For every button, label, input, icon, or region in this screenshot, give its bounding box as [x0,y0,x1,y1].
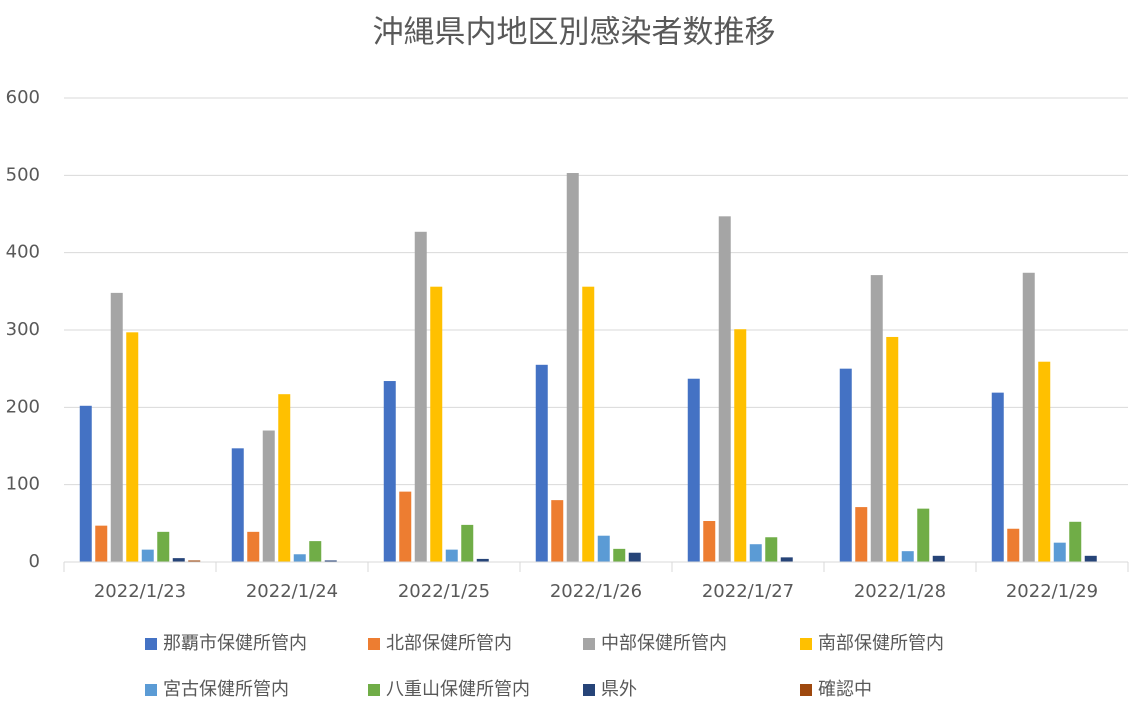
bar [126,332,139,562]
x-tick-label: 2022/1/23 [94,581,186,602]
bar [749,544,762,562]
bar [734,329,747,562]
bar [399,491,412,562]
x-tick-label: 2022/1/27 [702,581,794,602]
legend-label: 確認中 [818,679,872,700]
bar [247,531,260,562]
bar [901,551,914,562]
legend-label: 中部保健所管内 [601,633,727,654]
bar [780,557,793,562]
bar [597,535,610,562]
bar [870,275,883,562]
bar [476,558,489,562]
legend-label: 南部保健所管内 [818,633,944,654]
bar [566,173,579,562]
bar [991,392,1004,562]
bar [445,549,458,562]
bar [687,378,700,562]
bar [718,216,731,562]
bar [1069,521,1082,562]
x-tick-label: 2022/1/28 [854,581,946,602]
bar [535,364,548,562]
bar [932,555,945,562]
bar [1038,361,1051,562]
legend-label: 県外 [601,679,637,700]
legend-label: 宮古保健所管内 [163,679,289,700]
bar [855,507,868,562]
bar [839,368,852,562]
bar [188,560,201,562]
bar [430,286,443,562]
bar [79,405,92,562]
bar [309,541,322,562]
y-tick-label: 600 [6,87,40,108]
y-tick-label: 200 [6,396,40,417]
legend-swatch [145,638,157,650]
x-tick-label: 2022/1/25 [398,581,490,602]
bar [172,558,185,562]
bar [551,500,564,562]
bar [628,552,641,562]
y-tick-label: 500 [6,164,40,185]
bar [1053,542,1066,562]
bar [293,554,306,562]
bar [278,394,291,562]
bar [886,336,899,562]
legend-label: 北部保健所管内 [386,633,512,654]
y-tick-label: 300 [6,319,40,340]
legend-swatch [800,684,812,696]
bar [414,231,427,562]
bar [917,508,930,562]
bar [1022,272,1035,562]
x-tick-label: 2022/1/29 [1006,581,1098,602]
bar [613,548,626,562]
legend-swatch [800,638,812,650]
legend-label: 八重山保健所管内 [386,679,530,700]
legend-swatch [583,638,595,650]
legend-label: 那覇市保健所管内 [163,633,307,654]
bar [141,549,154,562]
bar [703,521,716,562]
bar [262,430,275,562]
legend-swatch [368,684,380,696]
bar [765,537,778,562]
bar [324,560,337,562]
bar [1007,528,1020,562]
x-tick-label: 2022/1/24 [246,581,338,602]
legend-swatch [145,684,157,696]
bar [95,525,108,562]
bar [383,381,396,562]
bar [231,448,244,562]
x-tick-label: 2022/1/26 [550,581,642,602]
bar [157,531,170,562]
y-tick-label: 100 [6,474,40,495]
legend-swatch [368,638,380,650]
y-tick-label: 0 [29,551,40,572]
chart-title: 沖縄県内地区別感染者数推移 [373,15,776,51]
bar [1084,555,1097,562]
y-tick-label: 400 [6,242,40,263]
bar [461,524,474,562]
bar [582,286,595,562]
legend-swatch [583,684,595,696]
bar [110,292,123,562]
